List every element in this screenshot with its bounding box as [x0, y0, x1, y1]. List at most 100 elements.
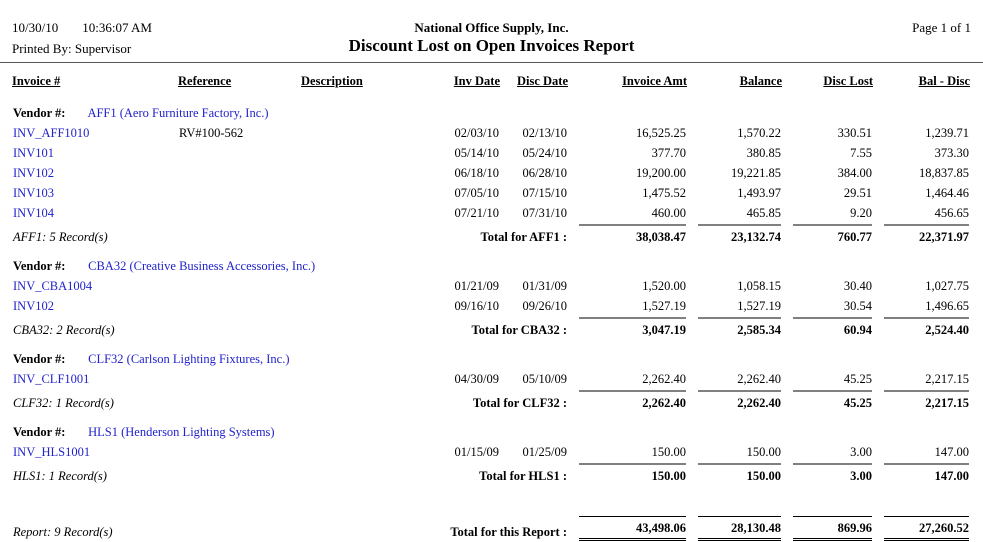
disc-date-cell: 01/31/09 [522, 279, 567, 293]
disc-lost-cell: 30.54 [843, 299, 872, 313]
report-total-invoice-amt: 43,498.06 [579, 516, 686, 541]
vendor-link[interactable]: CLF32 (Carlson Lighting Fixtures, Inc.) [88, 352, 290, 366]
print-date: 10/30/10 [12, 20, 59, 35]
invoice-link[interactable]: INV104 [13, 206, 54, 220]
bal-disc-cell: 1,496.65 [925, 299, 969, 313]
print-datetime: 10/30/10 10:36:07 AM [12, 20, 152, 36]
invoice-amt-cell: 19,200.00 [636, 166, 686, 180]
disc-date-cell: 06/28/10 [522, 166, 567, 180]
vendor-row: Vendor #: CLF32 (Carlson Lighting Fixtur… [12, 340, 970, 369]
page-indicator: Page 1 of 1 [912, 20, 971, 35]
vendor-total-label: Total for CBA32 : [471, 323, 568, 337]
invoice-link[interactable]: INV101 [13, 146, 54, 160]
disc-date-cell: 07/31/10 [522, 206, 567, 220]
description-cell [301, 143, 423, 163]
invoice-link[interactable]: INV102 [13, 299, 54, 313]
vendor-total-row: CLF32: 1 Record(s) Total for CLF32 : 2,2… [12, 389, 970, 413]
invoice-link[interactable]: INV103 [13, 186, 54, 200]
reference-cell [178, 369, 301, 389]
bal-disc-cell: 18,837.85 [919, 166, 969, 180]
disc-lost-cell: 30.40 [843, 279, 872, 293]
description-cell [301, 123, 423, 143]
vendor-link[interactable]: HLS1 (Henderson Lighting Systems) [88, 425, 275, 439]
vendor-row: Vendor #: HLS1 (Henderson Lighting Syste… [12, 413, 970, 442]
invoice-link[interactable]: INV_CBA1004 [13, 279, 93, 293]
disc-lost-cell: 7.55 [850, 146, 872, 160]
col-header-disc-date: Disc Date [516, 74, 568, 88]
report-page: 10/30/10 10:36:07 AM National Office Supp… [0, 20, 983, 541]
balance-cell: 1,570.22 [737, 126, 781, 140]
inv-date-cell: 01/21/09 [454, 279, 499, 293]
vendor-record-count: HLS1: 1 Record(s) [13, 469, 107, 483]
col-header-disc-lost: Disc Lost [823, 74, 873, 88]
balance-cell: 1,493.97 [737, 186, 781, 200]
invoice-table: Invoice # Reference Description Inv Date… [12, 66, 970, 542]
invoice-row: INV102 09/16/10 09/26/10 1,527.19 1,527.… [12, 296, 970, 316]
description-cell [301, 163, 423, 183]
reference-cell [178, 296, 301, 316]
vendor-total-label: Total for HLS1 : [479, 469, 567, 483]
invoice-link[interactable]: INV_AFF1010 [13, 126, 90, 140]
balance-cell: 380.85 [746, 146, 781, 160]
description-cell [301, 442, 423, 462]
balance-cell: 1,058.15 [737, 279, 781, 293]
report-total-disc-lost: 869.96 [793, 516, 872, 541]
header-divider [0, 62, 983, 63]
bal-disc-cell: 456.65 [934, 206, 969, 220]
vendor-total-invoice-amt: 3,047.19 [579, 317, 686, 339]
vendor-number-label: Vendor #: [13, 425, 66, 439]
vendor-total-balance: 2,585.34 [698, 317, 781, 339]
inv-date-cell: 06/18/10 [454, 166, 499, 180]
report-total-balance: 28,130.48 [698, 516, 781, 541]
reference-cell [178, 203, 301, 223]
invoice-amt-cell: 1,520.00 [642, 279, 686, 293]
vendor-total-disc-lost: 45.25 [793, 390, 872, 412]
disc-lost-cell: 45.25 [843, 372, 872, 386]
invoice-amt-cell: 150.00 [651, 445, 686, 459]
inv-date-cell: 04/30/09 [454, 372, 499, 386]
vendor-number-label: Vendor #: [13, 259, 66, 273]
invoice-row: INV_CLF1001 04/30/09 05/10/09 2,262.40 2… [12, 369, 970, 389]
col-header-invoice: Invoice # [12, 74, 61, 88]
invoice-link[interactable]: INV_HLS1001 [13, 445, 91, 459]
vendor-record-count: AFF1: 5 Record(s) [13, 230, 108, 244]
invoice-row: INV103 07/05/10 07/15/10 1,475.52 1,493.… [12, 183, 970, 203]
col-header-balance: Balance [739, 74, 782, 88]
invoice-amt-cell: 1,475.52 [642, 186, 686, 200]
invoice-amt-cell: 460.00 [651, 206, 686, 220]
vendor-total-disc-lost: 3.00 [793, 463, 872, 485]
description-cell [301, 369, 423, 389]
invoice-row: INV_AFF1010 RV#100-562 02/03/10 02/13/10… [12, 123, 970, 143]
col-header-description: Description [301, 74, 363, 88]
vendor-link[interactable]: CBA32 (Creative Business Accessories, In… [88, 259, 316, 273]
disc-lost-cell: 29.51 [843, 186, 872, 200]
balance-cell: 150.00 [746, 445, 781, 459]
col-header-invoice-amt: Invoice Amt [622, 74, 687, 88]
col-header-reference: Reference [178, 74, 232, 88]
invoice-link[interactable]: INV102 [13, 166, 54, 180]
description-cell [301, 183, 423, 203]
invoice-link[interactable]: INV_CLF1001 [13, 372, 90, 386]
vendor-number-label: Vendor #: [13, 352, 66, 366]
bal-disc-cell: 147.00 [934, 445, 969, 459]
disc-date-cell: 07/15/10 [522, 186, 567, 200]
bal-disc-cell: 1,239.71 [925, 126, 969, 140]
reference-cell [178, 442, 301, 462]
vendor-link[interactable]: AFF1 (Aero Furniture Factory, Inc.) [87, 106, 269, 120]
inv-date-cell: 05/14/10 [454, 146, 499, 160]
vendor-total-label: Total for AFF1 : [480, 230, 567, 244]
inv-date-cell: 01/15/09 [454, 445, 499, 459]
report-total-bal-disc: 27,260.52 [884, 516, 969, 541]
reference-cell: RV#100-562 [179, 126, 244, 140]
reference-cell [178, 276, 301, 296]
vendor-total-invoice-amt: 38,038.47 [579, 224, 686, 246]
disc-date-cell: 02/13/10 [522, 126, 567, 140]
report-total-row: Report: 9 Record(s) Total for this Repor… [12, 486, 970, 542]
vendor-total-invoice-amt: 2,262.40 [579, 390, 686, 412]
invoice-row: INV101 05/14/10 05/24/10 377.70 380.85 7… [12, 143, 970, 163]
disc-lost-cell: 3.00 [850, 445, 872, 459]
vendor-total-balance: 150.00 [698, 463, 781, 485]
column-header-row: Invoice # Reference Description Inv Date… [12, 66, 970, 94]
bal-disc-cell: 1,027.75 [925, 279, 969, 293]
invoice-amt-cell: 2,262.40 [642, 372, 686, 386]
